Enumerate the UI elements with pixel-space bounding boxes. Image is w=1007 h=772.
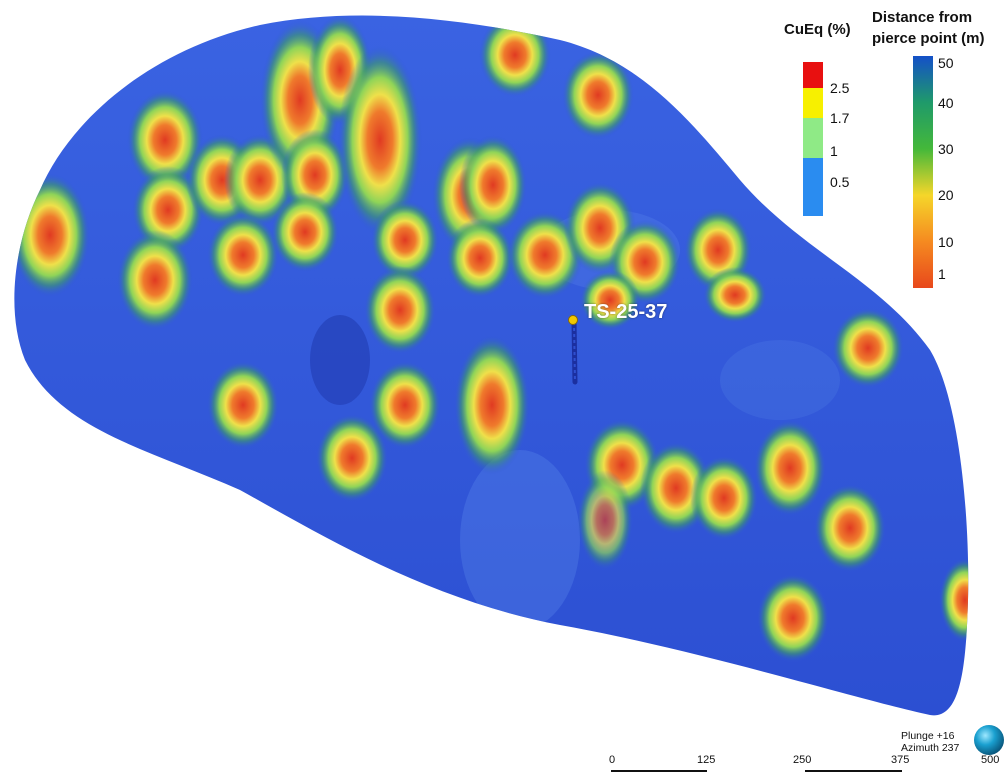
grade-anomaly <box>207 213 279 297</box>
plunge-label: Plunge +16 <box>901 730 955 742</box>
cueq-swatch-green <box>803 118 823 158</box>
grade-anomaly <box>562 51 634 139</box>
grade-anomaly <box>127 90 203 190</box>
grade-anomaly <box>316 414 388 502</box>
grade-anomaly <box>271 192 339 272</box>
cueq-swatch-red <box>803 62 823 88</box>
surface-highlight <box>460 450 580 630</box>
grade-anomaly <box>117 230 193 330</box>
cueq-tick: 0.5 <box>830 174 850 190</box>
grade-anomaly <box>580 270 640 330</box>
distance-tick: 10 <box>938 234 954 250</box>
scale-label: 250 <box>793 754 812 766</box>
grade-anomaly <box>459 135 527 235</box>
cueq-tick: 1 <box>830 143 838 159</box>
grade-anomaly <box>207 361 279 449</box>
azimuth-label: Azimuth 237 <box>901 742 960 754</box>
grade-anomaly <box>454 335 530 475</box>
pierce-point-marker <box>568 315 578 325</box>
scale-label: 125 <box>697 754 716 766</box>
surface-highlight <box>720 340 840 420</box>
surface-depression <box>310 315 370 405</box>
orientation-globe-icon <box>974 725 1004 755</box>
grade-anomaly <box>832 308 904 388</box>
cueq-tick: 1.7 <box>830 110 850 126</box>
distance-colorbar <box>913 56 933 288</box>
grade-anomalies <box>14 15 969 716</box>
grade-anomaly <box>14 173 90 297</box>
distance-legend-title: Distance from <box>872 9 973 26</box>
grade-anomaly <box>364 266 436 354</box>
drillhole-label: TS-25-37 <box>584 301 668 323</box>
grade-anomaly <box>757 574 829 662</box>
cueq-tick: 2.5 <box>830 80 850 96</box>
grade-anomaly <box>338 45 422 235</box>
scale-label: 375 <box>891 754 910 766</box>
cueq-swatch-yellow <box>803 88 823 118</box>
distance-tick: 1 <box>938 266 946 282</box>
cueq-legend-title: CuEq (%) <box>784 21 851 38</box>
grade-anomaly <box>690 456 758 540</box>
scale-bar-segment <box>805 770 902 772</box>
distance-tick: 20 <box>938 187 954 203</box>
grade-anomaly <box>479 15 551 97</box>
scale-label: 0 <box>609 754 616 766</box>
grade-anomaly <box>577 470 633 570</box>
grade-anomaly <box>814 484 886 572</box>
distance-legend-title: pierce point (m) <box>872 30 985 47</box>
distance-tick: 50 <box>938 55 954 71</box>
grade-anomaly <box>754 420 826 516</box>
scale-bar-segment <box>611 770 707 772</box>
grade-anomaly <box>765 685 825 716</box>
distance-tick: 40 <box>938 95 954 111</box>
scale-label: 500 <box>981 754 1000 766</box>
grade-anomaly <box>703 267 767 323</box>
drillhole-trace <box>568 315 578 385</box>
cueq-swatch-blue <box>803 158 823 216</box>
grade-anomaly <box>369 361 441 449</box>
grade-anomaly <box>446 218 514 298</box>
grade-anomaly <box>507 211 583 299</box>
distance-tick: 30 <box>938 141 954 157</box>
grade-anomaly <box>939 558 969 642</box>
grade-anomaly <box>371 200 439 280</box>
